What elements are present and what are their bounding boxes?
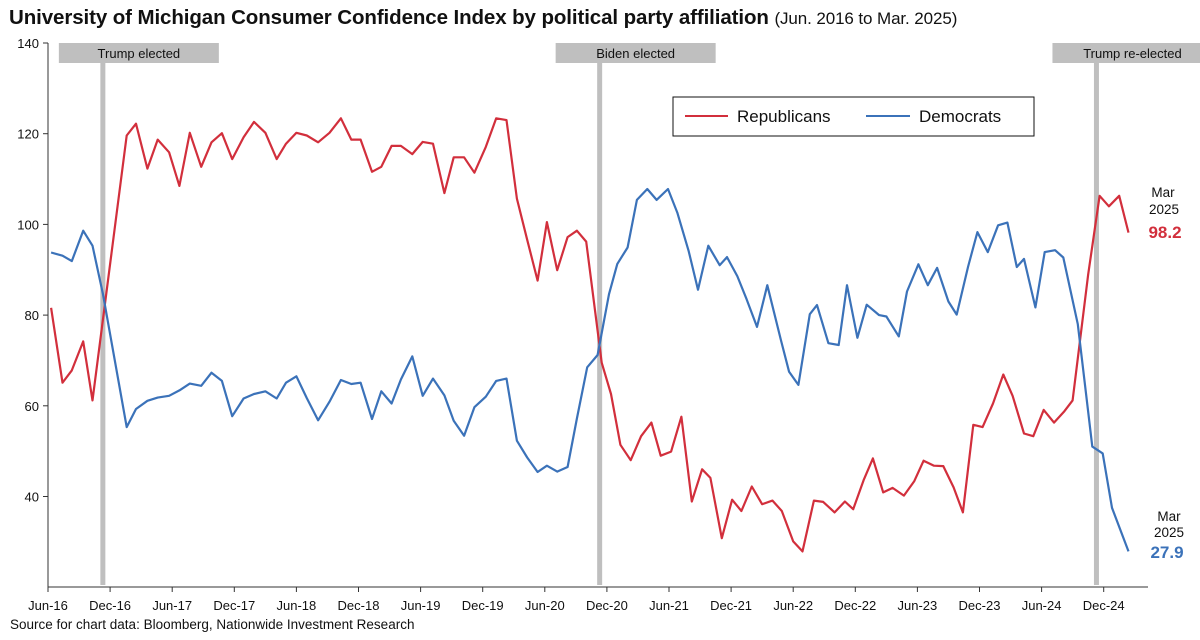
event-label: Trump elected	[98, 46, 181, 61]
x-tick-label: Dec-17	[213, 598, 255, 613]
y-tick-label: 100	[17, 217, 39, 232]
rep-end-label-year: 2025	[1149, 202, 1179, 217]
legend-label-republicans: Republicans	[737, 107, 831, 126]
y-tick-label: 140	[17, 36, 39, 51]
x-tick-label: Jun-21	[649, 598, 689, 613]
chart-subtitle: (Jun. 2016 to Mar. 2025)	[774, 9, 958, 28]
dem-end-value: 27.9	[1150, 543, 1183, 562]
series-lines	[50, 117, 1130, 553]
legend-label-democrats: Democrats	[919, 107, 1001, 126]
series-line-democrats	[50, 187, 1130, 552]
x-tick-label: Dec-18	[338, 598, 380, 613]
event-label-box	[1052, 43, 1200, 63]
x-tick-label: Dec-21	[710, 598, 752, 613]
legend: Republicans Democrats	[672, 96, 1035, 137]
x-tick-label: Jun-20	[525, 598, 565, 613]
x-tick-label: Jun-23	[898, 598, 938, 613]
source-note: Source for chart data: Bloomberg, Nation…	[10, 617, 415, 632]
x-tick-label: Dec-22	[834, 598, 876, 613]
rep-end-label-month: Mar	[1151, 185, 1175, 200]
x-tick-label: Jun-17	[152, 598, 192, 613]
rep-end-value: 98.2	[1148, 223, 1181, 242]
event-label-box	[555, 43, 716, 63]
x-tick-label: Jun-19	[401, 598, 441, 613]
x-tick-label: Jun-18	[277, 598, 317, 613]
x-tick-label: Jun-16	[28, 598, 68, 613]
series-line-republicans	[50, 117, 1130, 553]
event-label-box	[58, 43, 219, 63]
y-tick-label: 60	[25, 399, 39, 414]
y-tick-label: 80	[25, 308, 39, 323]
x-tick-label: Dec-24	[1083, 598, 1125, 613]
dem-end-label-month: Mar	[1157, 509, 1181, 524]
x-tick-label: Dec-19	[462, 598, 504, 613]
event-label: Trump re-elected	[1083, 46, 1182, 61]
chart-title: University of Michigan Consumer Confiden…	[9, 6, 957, 30]
chart-title-main: University of Michigan Consumer Confiden…	[9, 6, 769, 29]
x-tick-label: Dec-23	[959, 598, 1001, 613]
x-tick-label: Jun-24	[1022, 598, 1062, 613]
dem-end-label-year: 2025	[1154, 525, 1184, 540]
x-tick-label: Dec-16	[89, 598, 131, 613]
axes: 40 60 80 100 120 140 Jun-16 Dec-16 Jun-17 Dec-17 J…	[17, 36, 1148, 613]
end-labels: Mar 2025 98.2 Mar 2025 27.9	[1148, 185, 1184, 562]
legend-box	[672, 96, 1035, 137]
event-label: Biden elected	[596, 46, 675, 61]
x-tick-label: Dec-20	[586, 598, 628, 613]
y-tick-label: 40	[25, 490, 39, 505]
election-events: Trump elected Biden elected Trump re-elect…	[58, 43, 1200, 585]
y-tick-label: 120	[17, 127, 39, 142]
x-tick-label: Jun-22	[773, 598, 813, 613]
